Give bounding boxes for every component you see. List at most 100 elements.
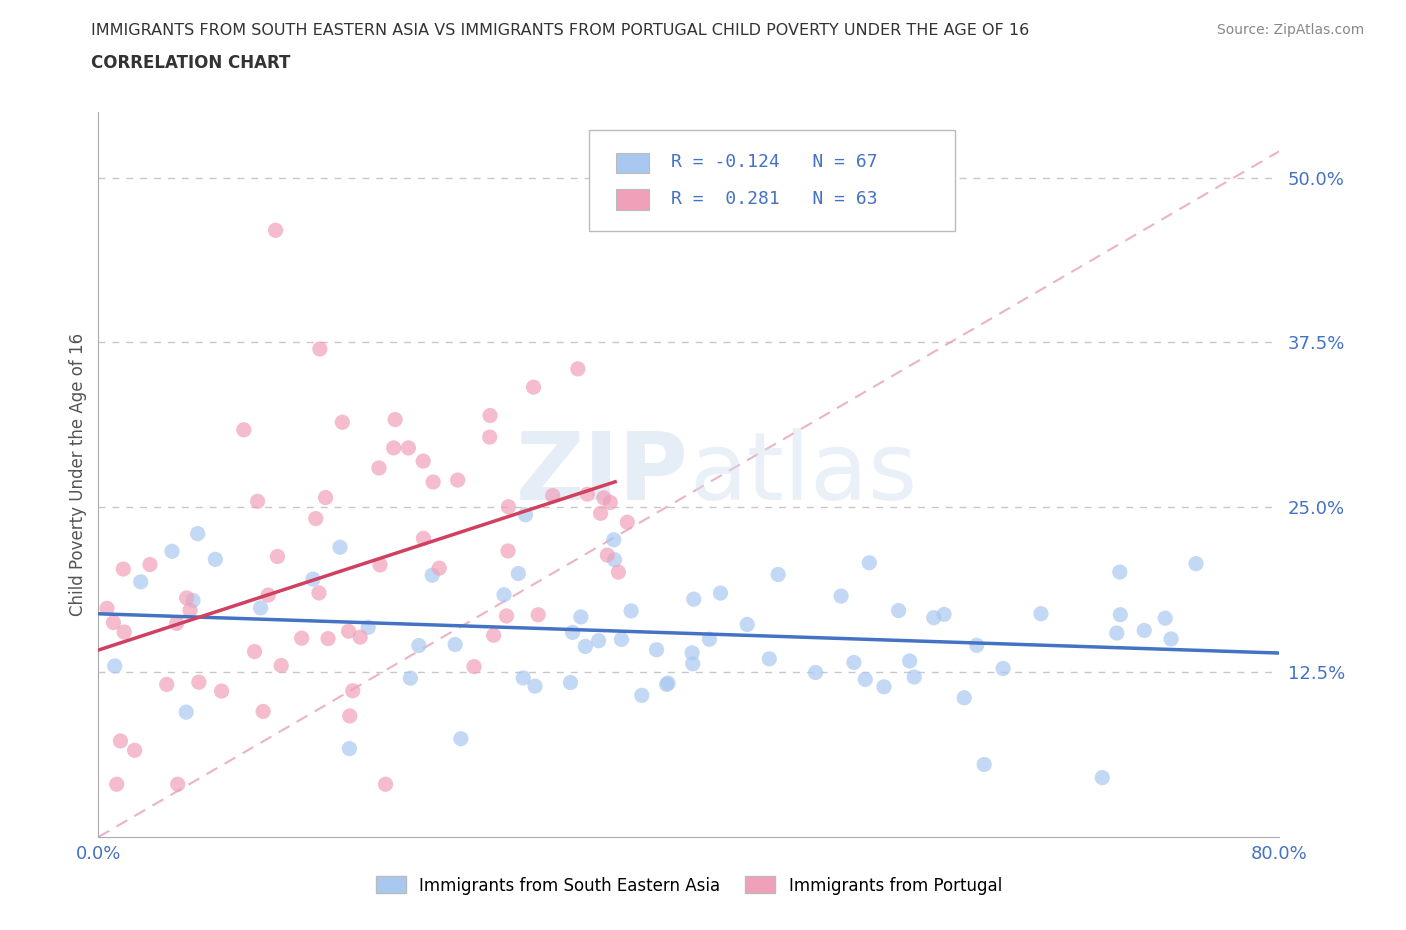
Point xyxy=(496,543,519,558)
Point xyxy=(105,777,128,791)
Point xyxy=(166,616,188,631)
Point xyxy=(966,638,988,653)
Point xyxy=(349,630,371,644)
Point xyxy=(709,586,731,601)
Point xyxy=(103,615,125,630)
Point xyxy=(257,588,280,603)
Point xyxy=(804,665,827,680)
Point xyxy=(249,601,271,616)
Point xyxy=(592,490,614,505)
Point xyxy=(898,654,921,669)
Text: R =  0.281   N = 63: R = 0.281 N = 63 xyxy=(671,190,877,207)
Point xyxy=(522,379,544,394)
Point xyxy=(1185,556,1208,571)
Point xyxy=(682,591,704,606)
Point xyxy=(607,565,630,579)
Point xyxy=(1154,611,1177,626)
Text: CORRELATION CHART: CORRELATION CHART xyxy=(91,54,291,72)
Point xyxy=(329,539,352,554)
Point xyxy=(330,415,353,430)
Point xyxy=(991,661,1014,676)
Point xyxy=(903,670,925,684)
Text: atlas: atlas xyxy=(689,429,917,520)
FancyBboxPatch shape xyxy=(616,189,648,209)
Point xyxy=(412,454,434,469)
Point xyxy=(842,655,865,670)
Point xyxy=(512,671,534,685)
Point xyxy=(176,591,198,605)
Point xyxy=(492,588,515,603)
Point xyxy=(420,568,443,583)
Point xyxy=(374,777,396,791)
Point xyxy=(735,617,758,631)
Point xyxy=(181,593,204,608)
Point xyxy=(96,601,118,616)
Point xyxy=(112,562,135,577)
Point xyxy=(853,672,876,687)
Point xyxy=(1133,623,1156,638)
Point xyxy=(398,441,420,456)
Point xyxy=(569,609,592,624)
Point xyxy=(589,506,612,521)
Point xyxy=(382,441,405,456)
Point xyxy=(447,472,470,487)
Point xyxy=(1091,770,1114,785)
Point xyxy=(270,658,292,673)
Point xyxy=(1029,606,1052,621)
Point xyxy=(309,341,332,356)
Point xyxy=(124,743,146,758)
Point xyxy=(630,688,652,703)
Point xyxy=(645,643,668,658)
Text: Source: ZipAtlas.com: Source: ZipAtlas.com xyxy=(1216,23,1364,37)
Point xyxy=(973,757,995,772)
Point xyxy=(1160,631,1182,646)
Point xyxy=(174,705,197,720)
Point xyxy=(427,561,450,576)
Point xyxy=(603,552,626,567)
Y-axis label: Child Poverty Under the Age of 16: Child Poverty Under the Age of 16 xyxy=(69,333,87,616)
Point xyxy=(357,619,380,634)
Point xyxy=(160,544,183,559)
Point xyxy=(384,412,406,427)
Point xyxy=(953,690,976,705)
Point xyxy=(561,625,583,640)
Point xyxy=(858,555,880,570)
Point xyxy=(479,408,502,423)
Point xyxy=(166,777,188,791)
Point xyxy=(766,567,789,582)
Point xyxy=(932,607,955,622)
Point xyxy=(264,223,287,238)
Point xyxy=(339,709,361,724)
Point xyxy=(576,486,599,501)
Point xyxy=(422,474,444,489)
Point xyxy=(337,624,360,639)
Point xyxy=(179,603,201,618)
Point xyxy=(368,460,391,475)
Point xyxy=(368,557,391,572)
FancyBboxPatch shape xyxy=(616,153,648,173)
Point xyxy=(412,531,434,546)
Point xyxy=(699,631,721,646)
Point xyxy=(498,499,520,514)
Point xyxy=(873,680,896,695)
Point xyxy=(187,675,209,690)
Point xyxy=(232,422,254,437)
Point xyxy=(339,741,361,756)
Point xyxy=(567,362,589,377)
Point xyxy=(508,566,530,581)
Point xyxy=(246,494,269,509)
Point xyxy=(830,589,852,604)
Point xyxy=(112,625,135,640)
Legend: Immigrants from South Eastern Asia, Immigrants from Portugal: Immigrants from South Eastern Asia, Immi… xyxy=(370,870,1008,901)
Point xyxy=(620,604,643,618)
Point xyxy=(408,638,430,653)
Point xyxy=(399,671,422,685)
Point xyxy=(616,515,638,530)
Point xyxy=(243,644,266,659)
Point xyxy=(305,512,328,526)
Point xyxy=(302,572,325,587)
Text: R = -0.124   N = 67: R = -0.124 N = 67 xyxy=(671,153,877,171)
Point xyxy=(495,608,517,623)
Text: ZIP: ZIP xyxy=(516,429,689,520)
Point xyxy=(291,631,314,645)
